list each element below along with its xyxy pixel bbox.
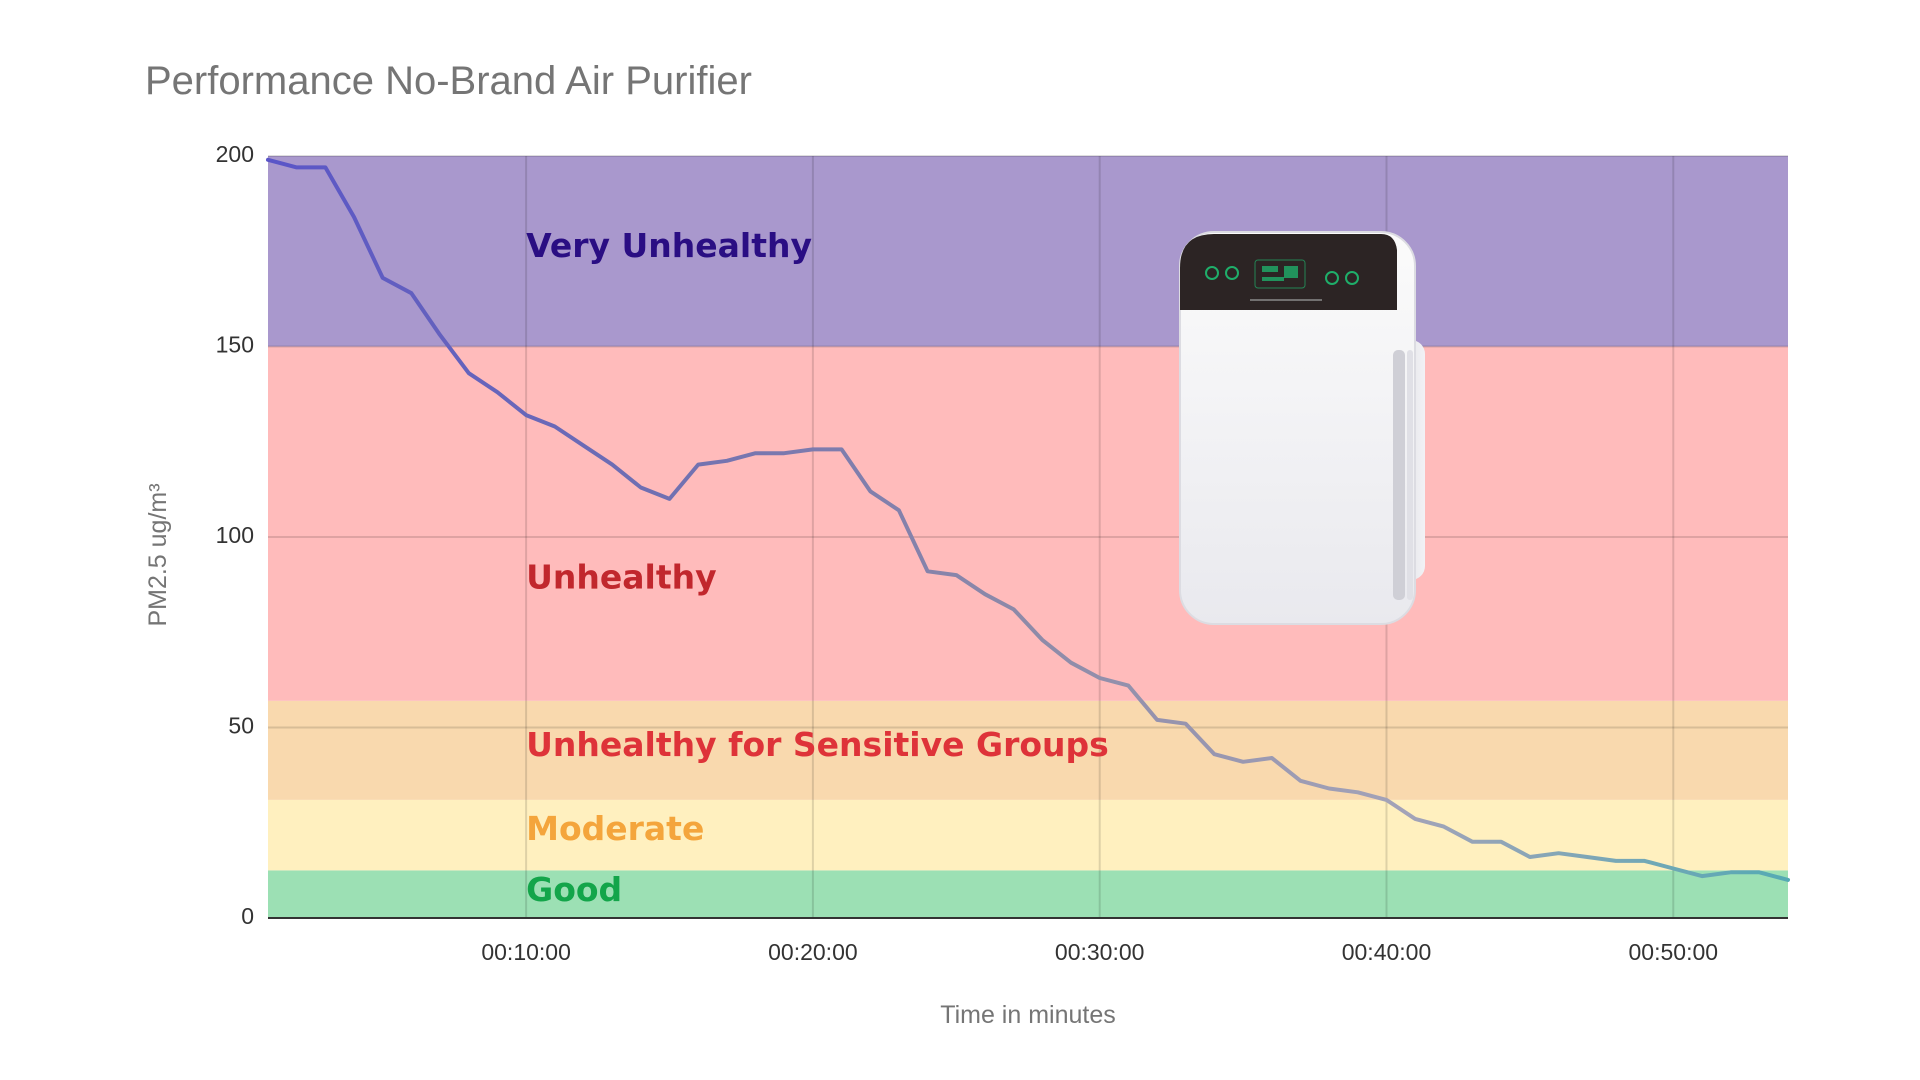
band-label-2: Unhealthy for Sensitive Groups (526, 725, 1109, 764)
band-2 (268, 700, 1788, 800)
aqi-bands (268, 156, 1788, 918)
x-tick-label-4: 00:50:00 (1629, 939, 1719, 965)
band-label-3: Unhealthy (526, 557, 717, 596)
axes: 00:10:00 00:20:00 00:30:00 00:40:00 00:50:00… (216, 141, 1788, 965)
y-tick-label-4: 200 (216, 141, 254, 167)
x-axis-title: Time in minutes (940, 1001, 1116, 1029)
band-labels: Good Moderate Unhealthy for Sensitive Grou… (526, 226, 1109, 909)
chart-title: Performance No-Brand Air Purifier (145, 59, 752, 103)
y-tick-label-2: 100 (216, 522, 254, 548)
x-tick-label-3: 00:40:00 (1342, 939, 1432, 965)
band-0 (268, 870, 1788, 918)
series-layer (266, 157, 1790, 882)
x-tick-label-1: 00:20:00 (768, 939, 858, 965)
band-4 (268, 156, 1788, 347)
y-tick-label-1: 50 (228, 713, 254, 739)
band-label-0: Good (526, 870, 622, 909)
x-tick-label-2: 00:30:00 (1055, 939, 1145, 965)
y-tick-label-0: 0 (241, 903, 254, 929)
x-tick-label-0: 00:10:00 (481, 939, 571, 965)
y-axis-title: PM2.5 ug/m³ (144, 483, 172, 626)
band-label-4: Very Unhealthy (526, 226, 812, 265)
series-line-0 (266, 157, 1790, 882)
band-3 (268, 346, 1788, 701)
y-tick-label-3: 150 (216, 332, 254, 358)
band-1 (268, 799, 1788, 871)
band-label-1: Moderate (526, 809, 704, 848)
air-purifier-photo (1179, 231, 1425, 625)
